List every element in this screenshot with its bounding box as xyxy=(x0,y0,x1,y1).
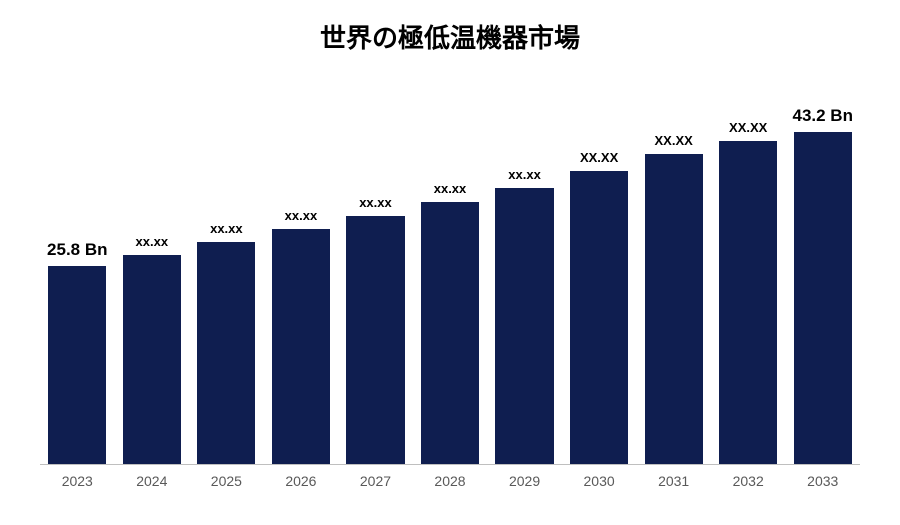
x-axis-label: 2027 xyxy=(338,473,413,489)
bar xyxy=(719,141,777,465)
bar-value-label: xx.xx xyxy=(487,167,562,182)
x-axis-label: 2023 xyxy=(40,473,115,489)
bar-value-label: XX.XX xyxy=(636,133,711,148)
x-axis-label: 2033 xyxy=(785,473,860,489)
bar xyxy=(421,202,479,465)
bar xyxy=(794,132,852,465)
bar-slot: XX.XX xyxy=(711,95,786,465)
bar xyxy=(272,229,330,465)
bar-value-label: XX.XX xyxy=(711,120,786,135)
bar xyxy=(197,242,255,465)
bar-slot: XX.XX xyxy=(636,95,711,465)
bar xyxy=(48,266,106,465)
bar-value-label: xx.xx xyxy=(264,208,339,223)
bar-slot: 25.8 Bn xyxy=(40,95,115,465)
bar-value-label: xx.xx xyxy=(189,221,264,236)
x-axis-label: 2025 xyxy=(189,473,264,489)
x-axis-label: 2029 xyxy=(487,473,562,489)
bar-slot: 43.2 Bn xyxy=(785,95,860,465)
x-axis-label: 2030 xyxy=(562,473,637,489)
bar xyxy=(570,171,628,465)
bar-value-label: xx.xx xyxy=(338,195,413,210)
bar-slot: xx.xx xyxy=(115,95,190,465)
x-axis-label: 2031 xyxy=(636,473,711,489)
bar-value-label: 25.8 Bn xyxy=(40,240,115,260)
bar-slot: xx.xx xyxy=(487,95,562,465)
bar-value-label: XX.XX xyxy=(562,150,637,165)
chart-title: 世界の極低温機器市場 xyxy=(0,18,900,55)
bar-slot: xx.xx xyxy=(338,95,413,465)
bar xyxy=(645,154,703,465)
x-axis-line xyxy=(40,464,860,465)
market-chart: 世界の極低温機器市場 25.8 Bnxx.xxxx.xxxx.xxxx.xxxx… xyxy=(0,0,900,525)
bar xyxy=(123,255,181,465)
bar-value-label: 43.2 Bn xyxy=(785,106,860,126)
bar xyxy=(495,188,553,466)
bars-container: 25.8 Bnxx.xxxx.xxxx.xxxx.xxxx.xxxx.xxXX.… xyxy=(40,95,860,465)
x-axis-label: 2024 xyxy=(115,473,190,489)
bar-slot: XX.XX xyxy=(562,95,637,465)
plot-area: 25.8 Bnxx.xxxx.xxxx.xxxx.xxxx.xxxx.xxXX.… xyxy=(40,95,860,465)
bar-slot: xx.xx xyxy=(264,95,339,465)
bar-value-label: xx.xx xyxy=(115,234,190,249)
bar-slot: xx.xx xyxy=(413,95,488,465)
x-axis-label: 2032 xyxy=(711,473,786,489)
bar-slot: xx.xx xyxy=(189,95,264,465)
x-axis-label: 2026 xyxy=(264,473,339,489)
bar xyxy=(346,216,404,465)
x-axis-labels: 2023202420252026202720282029203020312032… xyxy=(40,473,860,489)
bar-value-label: xx.xx xyxy=(413,181,488,196)
x-axis-label: 2028 xyxy=(413,473,488,489)
